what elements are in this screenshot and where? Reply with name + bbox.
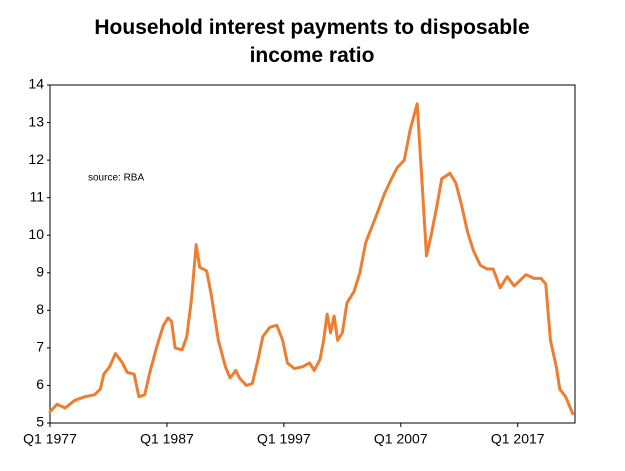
- x-tick-label: Q1 2017: [491, 431, 545, 447]
- y-tick-label: 11: [29, 188, 44, 204]
- x-tick-label: Q1 1987: [140, 431, 194, 447]
- x-tick-label: Q1 1977: [23, 431, 77, 447]
- data-line: [48, 102, 575, 416]
- y-tick-label: 6: [36, 376, 44, 392]
- plot-frame: [49, 84, 576, 424]
- y-tick-label: 14: [28, 76, 44, 92]
- chart-title: Household interest payments to disposabl…: [94, 16, 530, 67]
- y-tick-label: 10: [28, 226, 44, 242]
- y-tick-label: 9: [36, 263, 44, 279]
- y-tick-label: 8: [36, 301, 44, 317]
- y-tick-label: 12: [28, 151, 44, 167]
- y-tick-label: 7: [36, 339, 44, 355]
- x-tick-label: Q1 2007: [374, 431, 428, 447]
- y-tick-label: 5: [36, 414, 44, 430]
- annotation: source: RBA: [88, 173, 144, 184]
- x-tick-label: Q1 1997: [257, 431, 311, 447]
- y-tick-label: 13: [28, 113, 44, 129]
